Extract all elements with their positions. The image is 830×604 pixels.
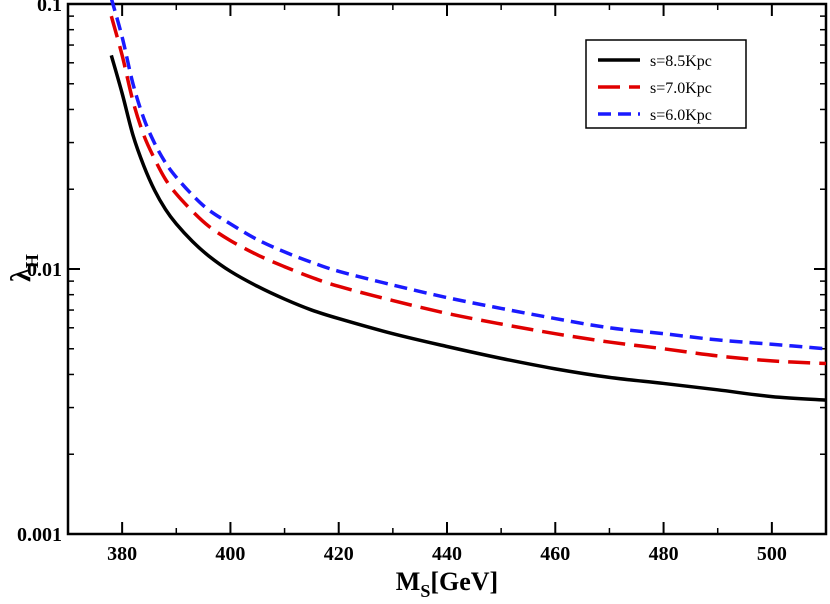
x-axis-label-main: M: [396, 567, 421, 596]
y-tick-label: 0.01: [27, 259, 62, 281]
legend-label-1: s=8.5Kpc: [650, 53, 712, 70]
x-axis-label-sub: S: [420, 581, 430, 601]
y-axis-label-main: λ: [6, 268, 37, 282]
legend: s=8.5Kpc s=7.0Kpc s=6.0Kpc: [585, 39, 747, 129]
y-axis-label: λH: [6, 254, 42, 282]
x-tick-label: 380: [107, 543, 137, 565]
y-tick-label: 0.001: [17, 524, 62, 546]
axis-ticks: 380 400 420 440 460 480 500 0.001 0.01 0.1: [17, 0, 827, 565]
x-tick-label: 460: [540, 543, 570, 565]
legend-label-3: s=6.0Kpc: [650, 107, 712, 124]
legend-items: s=8.5Kpc s=7.0Kpc s=6.0Kpc: [598, 53, 712, 124]
x-tick-label: 440: [432, 543, 462, 565]
series-line-1: [109, 54, 827, 402]
x-axis-label: MS[GeV]: [396, 567, 498, 601]
x-tick-label: 420: [324, 543, 354, 565]
x-tick-label: 500: [757, 543, 787, 565]
legend-box: [585, 39, 747, 129]
x-tick-label: 400: [215, 543, 245, 565]
y-axis-label-sub: H: [22, 254, 42, 268]
series-line-2: [109, 15, 827, 366]
y-tick-label: 0.1: [37, 0, 62, 16]
series-line-3: [109, 0, 827, 351]
x-tick-label: 480: [649, 543, 679, 565]
x-axis-label-rest: [GeV]: [430, 567, 498, 596]
legend-label-2: s=7.0Kpc: [650, 80, 712, 97]
series-lines: [109, 0, 827, 402]
